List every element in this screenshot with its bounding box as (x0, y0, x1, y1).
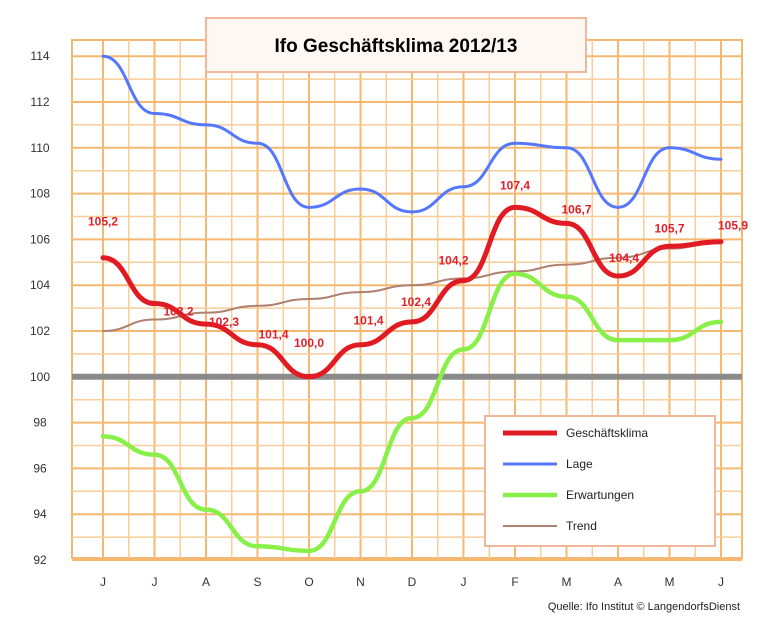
x-tick-label: J (100, 575, 106, 589)
data-label: 102,4 (401, 295, 431, 309)
data-label: 105,2 (88, 215, 118, 229)
x-tick-label: F (511, 575, 518, 589)
source-note: Quelle: Ifo Institut © LangendorfsDienst (548, 601, 740, 613)
series-line-erwartungen (100, 271, 724, 554)
y-tick-label: 92 (33, 553, 47, 567)
y-tick-label: 110 (30, 141, 49, 155)
legend-label: Geschäftsklima (566, 426, 648, 440)
y-axis-ticks: 92 94 96 98 100 102 104 106 108 110 112 114 (30, 49, 50, 567)
legend: Geschäftsklima Lage Erwartungen Trend (484, 415, 716, 547)
y-tick-label: 96 (33, 461, 47, 475)
x-tick-label: A (202, 575, 210, 589)
x-tick-label: A (614, 575, 622, 589)
y-tick-label: 98 (33, 416, 47, 430)
data-label: 100,0 (294, 336, 324, 350)
data-label: 105,7 (654, 221, 684, 235)
y-tick-label: 108 (30, 187, 50, 201)
y-tick-label: 104 (30, 278, 50, 292)
x-tick-label: S (253, 575, 261, 589)
chart-title: Ifo Geschäftsklima 2012/13 (275, 36, 518, 57)
y-tick-label: 94 (33, 507, 47, 521)
x-tick-label: D (408, 575, 417, 589)
data-label: 101,4 (353, 314, 383, 328)
data-label: 106,7 (561, 202, 591, 216)
data-label: 102,3 (209, 315, 239, 329)
legend-label: Trend (566, 519, 597, 533)
data-label: 104,2 (438, 254, 468, 268)
series-line-lage (101, 54, 723, 214)
x-tick-label: M (562, 575, 572, 589)
title-box: Ifo Geschäftsklima 2012/13 (205, 17, 587, 73)
series-line-geschäftsklima (100, 204, 724, 380)
data-label: 104,4 (609, 251, 639, 265)
data-label: 107,4 (500, 178, 530, 192)
y-tick-label: 106 (30, 232, 50, 246)
series-line-trend (102, 240, 722, 332)
x-tick-label: M (665, 575, 675, 589)
x-tick-label: J (461, 575, 467, 589)
x-tick-label: J (152, 575, 158, 589)
y-tick-label: 102 (30, 324, 50, 338)
y-tick-label: 100 (30, 370, 50, 384)
x-tick-label: N (356, 575, 365, 589)
data-labels: 105,2 103,2 102,3 101,4 100,0 101,4 102,4 104,2… (88, 178, 748, 349)
data-label: 101,4 (258, 328, 288, 342)
series-layer (100, 54, 724, 554)
x-tick-label: J (718, 575, 724, 589)
legend-label: Erwartungen (566, 488, 634, 502)
legend-label: Lage (566, 457, 593, 471)
y-tick-label: 114 (30, 49, 49, 63)
data-label: 103,2 (163, 305, 193, 319)
data-label: 105,9 (718, 219, 748, 233)
y-tick-label: 112 (30, 95, 49, 109)
x-tick-label: O (304, 575, 313, 589)
